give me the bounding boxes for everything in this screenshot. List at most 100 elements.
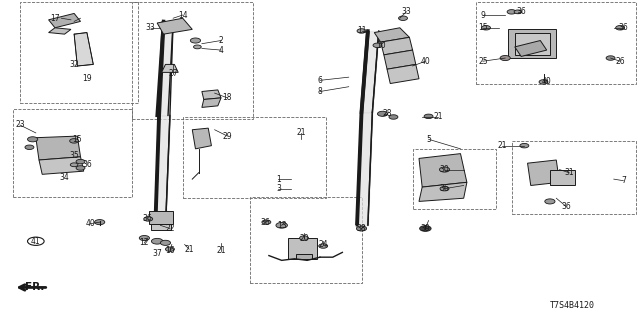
Text: 33: 33 xyxy=(146,23,156,32)
Bar xyxy=(13,109,132,197)
Text: 2: 2 xyxy=(219,36,223,45)
Circle shape xyxy=(399,16,408,20)
Polygon shape xyxy=(49,28,71,34)
Text: 21: 21 xyxy=(497,141,507,150)
Circle shape xyxy=(166,247,174,252)
Bar xyxy=(413,149,495,209)
Polygon shape xyxy=(202,98,221,108)
Bar xyxy=(476,2,636,84)
Circle shape xyxy=(616,26,625,30)
Text: 26: 26 xyxy=(615,57,625,66)
Circle shape xyxy=(357,29,366,33)
Text: 36: 36 xyxy=(261,218,271,227)
Circle shape xyxy=(319,244,328,248)
Bar xyxy=(515,33,550,55)
Polygon shape xyxy=(192,128,211,149)
Circle shape xyxy=(276,222,287,228)
Circle shape xyxy=(545,199,555,204)
Text: 21: 21 xyxy=(433,113,443,122)
Circle shape xyxy=(76,166,85,170)
Polygon shape xyxy=(374,28,410,42)
Polygon shape xyxy=(381,37,413,55)
Text: 5: 5 xyxy=(426,135,431,144)
Circle shape xyxy=(520,143,529,148)
Circle shape xyxy=(144,217,153,221)
Text: 24: 24 xyxy=(318,240,328,249)
Bar xyxy=(296,254,312,259)
Circle shape xyxy=(76,159,85,164)
Text: 40: 40 xyxy=(85,219,95,228)
Text: 31: 31 xyxy=(564,168,574,177)
Text: 7: 7 xyxy=(621,176,626,185)
Circle shape xyxy=(152,238,163,244)
Circle shape xyxy=(95,220,105,225)
Text: 37: 37 xyxy=(152,250,162,259)
Text: 27: 27 xyxy=(168,69,178,78)
Text: 10: 10 xyxy=(376,41,385,50)
Text: 12: 12 xyxy=(140,238,149,247)
Bar xyxy=(250,197,362,283)
Polygon shape xyxy=(527,160,559,186)
Text: 36: 36 xyxy=(618,23,628,32)
Text: T7S4B4120: T7S4B4120 xyxy=(550,301,595,310)
Text: 21: 21 xyxy=(216,246,226,255)
Circle shape xyxy=(500,55,510,60)
Text: 36: 36 xyxy=(82,160,92,169)
Polygon shape xyxy=(39,157,84,174)
Text: 41: 41 xyxy=(31,237,40,246)
Text: 11: 11 xyxy=(356,27,366,36)
Circle shape xyxy=(440,187,449,191)
Text: 40: 40 xyxy=(420,57,430,66)
Text: 16: 16 xyxy=(165,246,175,255)
Circle shape xyxy=(420,226,431,231)
Text: 13: 13 xyxy=(277,221,287,230)
Text: 35: 35 xyxy=(69,151,79,160)
Circle shape xyxy=(300,236,308,240)
Text: 8: 8 xyxy=(317,87,323,96)
Text: 6: 6 xyxy=(317,76,323,85)
Polygon shape xyxy=(387,64,419,84)
Text: 36: 36 xyxy=(143,214,152,223)
Text: 29: 29 xyxy=(223,132,232,140)
Circle shape xyxy=(161,240,171,245)
Circle shape xyxy=(378,111,388,116)
Circle shape xyxy=(389,115,398,119)
Polygon shape xyxy=(419,182,467,201)
Text: 36: 36 xyxy=(516,7,526,16)
Text: 36: 36 xyxy=(561,202,571,211)
Polygon shape xyxy=(157,18,192,34)
Text: 1: 1 xyxy=(276,175,281,184)
Text: 21: 21 xyxy=(296,128,305,137)
Circle shape xyxy=(262,220,271,224)
Polygon shape xyxy=(162,64,178,72)
Circle shape xyxy=(440,167,450,172)
Text: 14: 14 xyxy=(178,11,188,20)
Circle shape xyxy=(70,163,78,167)
Bar xyxy=(151,224,172,230)
Text: 18: 18 xyxy=(223,93,232,102)
Text: 38: 38 xyxy=(356,224,366,233)
Circle shape xyxy=(373,43,382,48)
Bar xyxy=(132,2,253,119)
Text: 22: 22 xyxy=(165,224,175,233)
Text: 34: 34 xyxy=(60,173,69,182)
Bar xyxy=(508,29,556,58)
Text: 15: 15 xyxy=(478,23,488,32)
Circle shape xyxy=(25,145,34,149)
Circle shape xyxy=(193,45,201,49)
Polygon shape xyxy=(202,90,221,100)
Text: 3: 3 xyxy=(276,184,281,193)
Bar xyxy=(182,117,326,198)
Circle shape xyxy=(70,139,79,143)
Text: 15: 15 xyxy=(72,135,82,144)
Polygon shape xyxy=(384,50,416,69)
Circle shape xyxy=(507,10,516,14)
Bar xyxy=(511,141,636,214)
Text: 17: 17 xyxy=(50,14,60,23)
Circle shape xyxy=(514,10,522,14)
Polygon shape xyxy=(515,41,547,56)
Circle shape xyxy=(190,38,200,43)
Text: 36: 36 xyxy=(440,184,449,193)
Circle shape xyxy=(606,56,615,60)
Circle shape xyxy=(28,137,38,142)
